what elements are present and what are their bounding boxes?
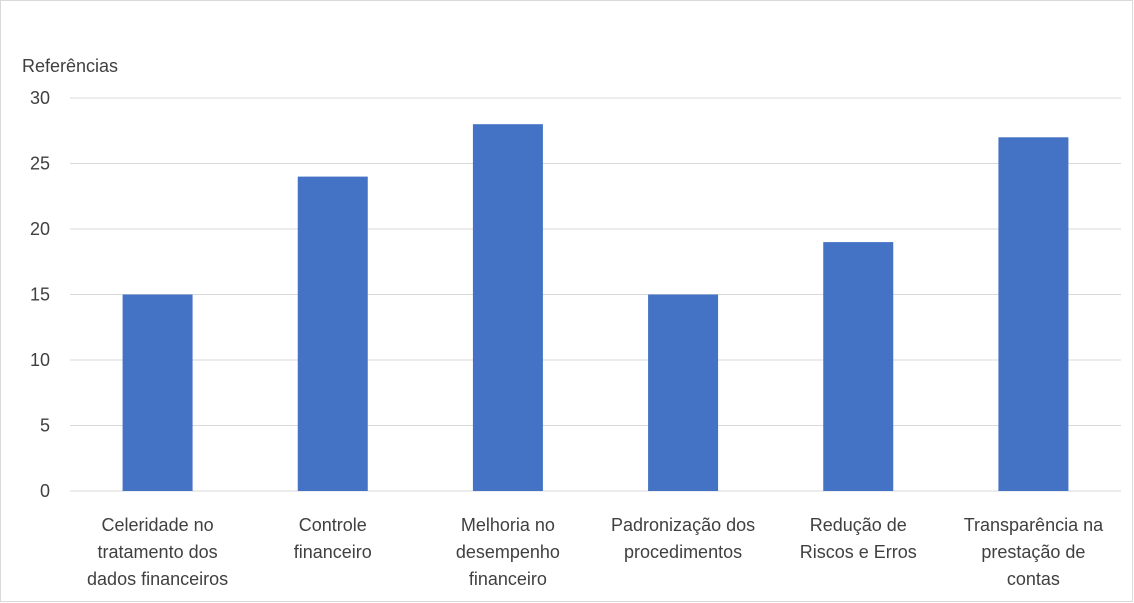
x-category-label-line: desempenho — [456, 542, 560, 562]
x-category-label: Celeridade no tratamento dos dados finance… — [87, 515, 228, 589]
bar-3 — [472, 124, 543, 491]
x-category-label-line: dados financeiros — [87, 569, 228, 589]
x-category-label-line: financeiro — [469, 569, 547, 589]
y-tick-label: 10 — [30, 350, 50, 370]
x-category-label-line: tratamento dos — [98, 542, 218, 562]
x-category-label-line: Redução de — [810, 515, 907, 535]
y-axis-title: Referências — [22, 56, 118, 76]
y-tick-labels: 0 5 10 15 20 25 30 — [30, 88, 50, 501]
x-category-label-line: Melhoria no — [461, 515, 555, 535]
x-category-label-line: Celeridade no — [102, 515, 214, 535]
y-tick-label: 25 — [30, 154, 50, 174]
bar-1 — [122, 294, 193, 491]
y-tick-label: 15 — [30, 285, 50, 305]
y-tick-label: 0 — [40, 481, 50, 501]
bar-6 — [998, 137, 1069, 492]
x-category-label: Transparência na prestação de contas — [964, 515, 1104, 589]
gridlines — [70, 97, 1121, 492]
x-category-label: Redução de Riscos e Erros — [800, 515, 917, 562]
x-category-label-line: procedimentos — [624, 542, 742, 562]
x-category-label-line: prestação de — [981, 542, 1085, 562]
bars — [122, 124, 1069, 492]
y-tick-label: 30 — [30, 88, 50, 108]
x-category-label-line: Controle — [299, 515, 367, 535]
x-category-label-line: financeiro — [294, 542, 372, 562]
x-category-label: Controle financeiro — [294, 515, 372, 562]
x-category-labels: Celeridade no tratamento dos dados finance… — [87, 515, 1104, 589]
x-category-label-line: Transparência na — [964, 515, 1104, 535]
bar-2 — [297, 176, 368, 491]
y-tick-label: 20 — [30, 219, 50, 239]
x-category-label-line: contas — [1007, 569, 1060, 589]
x-category-label: Padronização dos procedimentos — [611, 515, 755, 562]
y-tick-label: 5 — [40, 416, 50, 436]
bar-5 — [823, 242, 894, 491]
x-category-label-line: Riscos e Erros — [800, 542, 917, 562]
x-category-label-line: Padronização dos — [611, 515, 755, 535]
x-category-label: Melhoria no desempenho financeiro — [456, 515, 560, 589]
bar-4 — [648, 294, 719, 491]
